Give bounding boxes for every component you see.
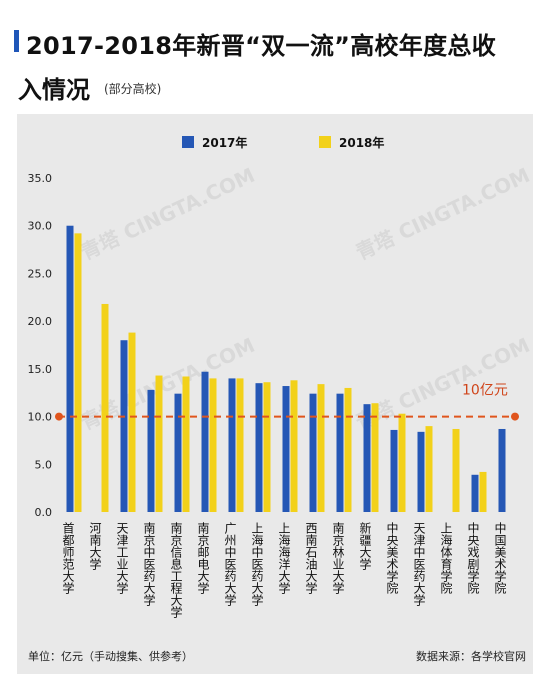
bar-2017-15 xyxy=(471,474,479,512)
bar-2018-15 xyxy=(479,471,487,512)
y-tick-label: 20.0 xyxy=(28,315,53,328)
reference-line-label: 10亿元 xyxy=(462,383,508,399)
bar-2018-7 xyxy=(263,382,271,512)
bar-2017-9 xyxy=(309,393,317,512)
bar-2017-13 xyxy=(417,431,425,512)
legend-swatch-2018 xyxy=(319,136,331,148)
y-tick-label: 0.0 xyxy=(35,506,53,519)
chart-title: 2017-2018年新晋“双一流”高校年度总收 xyxy=(26,32,497,60)
category-label: 中央美术学院 xyxy=(385,521,399,594)
category-label: 新疆大学 xyxy=(358,521,372,570)
y-tick-label: 15.0 xyxy=(28,363,53,376)
category-label: 中国美术学院 xyxy=(493,521,507,594)
bar-2018-10 xyxy=(344,387,352,512)
bar-2017-10 xyxy=(336,393,344,512)
category-label: 上海海洋大学 xyxy=(277,522,291,594)
bar-2017-2 xyxy=(120,340,128,512)
category-label: 天津工业大学 xyxy=(115,522,129,594)
category-label: 南京林业大学 xyxy=(331,521,345,594)
category-label: 河南大学 xyxy=(88,522,102,570)
watermark-logo: 青塔 CINGTA.COM xyxy=(77,163,258,265)
bar-2018-1 xyxy=(101,303,109,512)
bar-2018-2 xyxy=(128,332,136,512)
reference-line-start-dot xyxy=(55,412,63,421)
category-label: 天津中医药大学 xyxy=(412,522,426,606)
category-label: 广州中医药大学 xyxy=(223,522,237,606)
bar-2017-6 xyxy=(228,378,236,512)
y-tick-label: 5.0 xyxy=(35,458,53,471)
bar-2018-0 xyxy=(74,233,82,512)
y-tick-label: 10.0 xyxy=(28,411,53,424)
bar-2018-13 xyxy=(425,426,433,512)
bar-2017-3 xyxy=(147,389,155,512)
bar-2018-14 xyxy=(452,428,460,512)
bar-2018-3 xyxy=(155,375,163,512)
chart-title-continued: 入情况 xyxy=(18,70,90,105)
category-label: 南京信息工程大学 xyxy=(169,521,183,618)
category-label: 上海中医药大学 xyxy=(250,522,264,606)
bar-2017-0 xyxy=(66,225,74,512)
y-tick-label: 25.0 xyxy=(28,267,53,280)
bar-2018-4 xyxy=(182,376,190,512)
category-label: 西南石油大学 xyxy=(304,522,318,594)
category-label: 南京邮电大学 xyxy=(196,521,210,594)
bar-2017-11 xyxy=(363,404,371,512)
bar-2017-4 xyxy=(174,393,182,512)
category-label: 上海体育学院 xyxy=(439,522,453,594)
y-tick-label: 30.0 xyxy=(28,220,53,233)
bar-2017-7 xyxy=(255,383,263,512)
category-label: 首都师范大学 xyxy=(61,522,75,594)
unit-note: 单位：亿元（手动搜集、供参考） xyxy=(28,650,193,663)
chart-subtitle: (部分高校) xyxy=(104,82,162,96)
legend-label-2018: 2018年 xyxy=(339,135,384,150)
reference-line-end-dot xyxy=(511,412,519,421)
bar-2018-5 xyxy=(209,378,217,512)
y-tick-label: 35.0 xyxy=(28,172,53,185)
title-accent-bar xyxy=(14,30,19,52)
data-source: 数据来源：各学校官网 xyxy=(416,650,526,663)
bar-2018-9 xyxy=(317,384,325,512)
bar-2018-6 xyxy=(236,378,244,512)
bar-2018-8 xyxy=(290,380,298,512)
category-label: 中央戏剧学院 xyxy=(466,521,480,594)
bar-2017-5 xyxy=(201,371,209,512)
bar-2018-11 xyxy=(371,403,379,512)
watermark-logo: 青塔 CINGTA.COM xyxy=(352,163,533,265)
bar-2017-16 xyxy=(498,428,506,512)
category-label: 南京中医药大学 xyxy=(142,521,156,606)
chart-title-line2: 入情况 xyxy=(18,76,90,104)
legend-swatch-2017 xyxy=(182,136,194,148)
bar-2017-8 xyxy=(282,386,290,512)
bar-2018-12 xyxy=(398,413,406,512)
legend-label-2017: 2017年 xyxy=(202,135,247,150)
bar-2017-12 xyxy=(390,429,398,512)
